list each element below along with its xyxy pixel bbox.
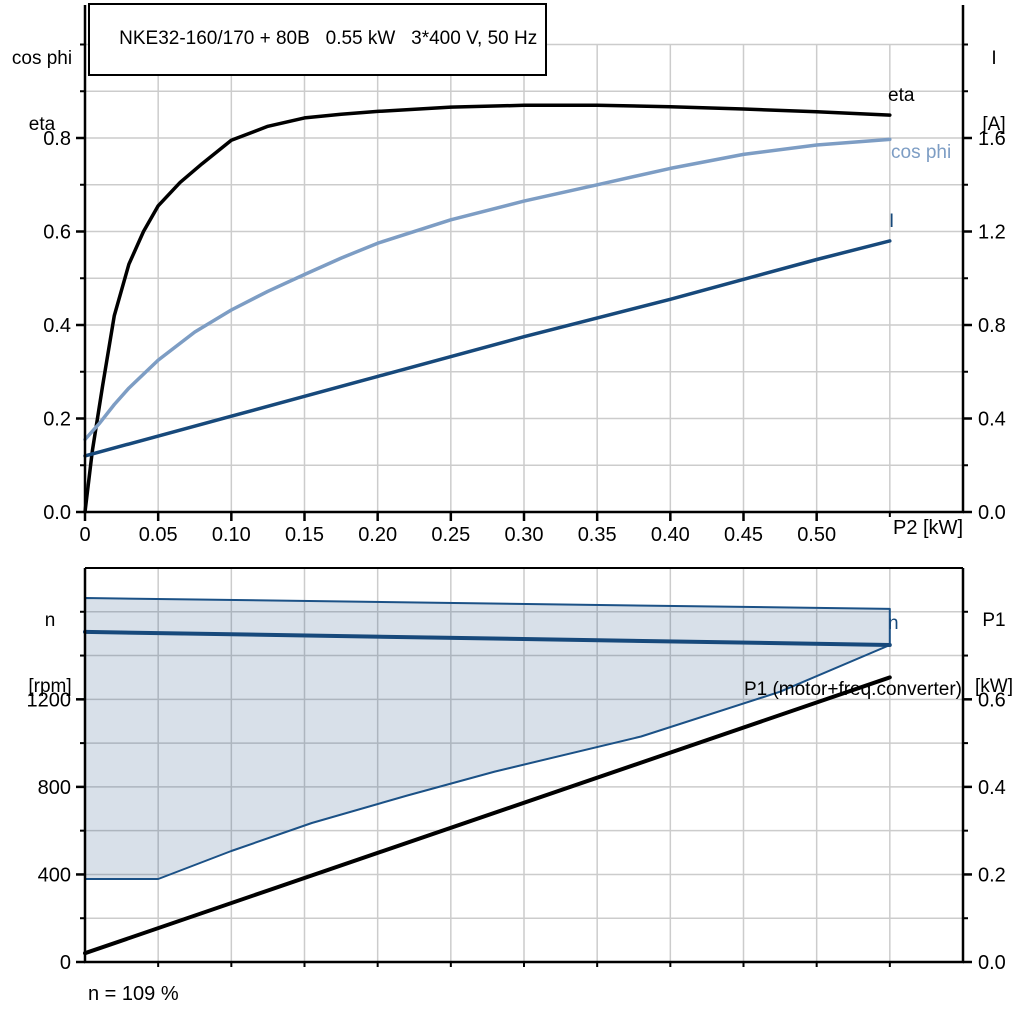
y-left-tick-label-bottom: 800 <box>38 777 71 799</box>
top-right-axis-label: I [A] <box>966 4 1022 180</box>
cos-phi-curve-label: cos phi <box>891 142 952 163</box>
p1-axis-label: P1 <box>982 610 1006 631</box>
chart-title: NKE32-160/170 + 80B 0.55 kW 3*400 V, 50 … <box>119 28 538 49</box>
curve-p1-motor-freq-converter <box>83 675 892 956</box>
current-axis-label: I <box>991 48 997 69</box>
curve-n <box>83 629 892 647</box>
y-right-tick-label-top: 1.2 <box>978 222 1006 244</box>
y-left-tick-label-top: 0.8 <box>43 128 71 150</box>
x-tick-label-top: 0.25 <box>431 524 470 546</box>
y-right-tick-label-bottom: 0.6 <box>978 689 1006 711</box>
x-tick-label-top: 0.05 <box>139 524 178 546</box>
x-tick-label-top: 0.20 <box>358 524 397 546</box>
bottom-left-axis-label: n [rpm] <box>10 566 90 742</box>
chart-title-box: NKE32-160/170 + 80B 0.55 kW 3*400 V, 50 … <box>88 3 548 76</box>
y-right-tick-label-bottom: 0.2 <box>978 864 1006 886</box>
y-left-tick-label-bottom: 0 <box>60 952 71 974</box>
y-left-tick-label-top: 0.0 <box>43 502 71 524</box>
speed-range-envelope <box>84 597 891 880</box>
y-right-tick-label-top: 1.6 <box>978 128 1006 150</box>
y-right-tick-label-bottom: 0.0 <box>978 952 1006 974</box>
current-curve-label: I <box>889 211 895 232</box>
curve-i <box>83 239 892 458</box>
curve-eta <box>83 103 892 514</box>
y-right-tick-label-top: 0.4 <box>978 409 1006 431</box>
speed-percent-footnote: n = 109 % <box>88 983 179 1005</box>
x-tick-label-top: 0.50 <box>797 524 836 546</box>
x-axis-unit-label: P2 [kW] <box>892 517 963 539</box>
cos-phi-axis-label: cos phi <box>11 48 73 69</box>
n-curve-label: n <box>888 613 899 634</box>
current-unit-label: [A] <box>982 114 1006 135</box>
y-right-tick-label-top: 0.8 <box>978 315 1006 337</box>
p1-curve-label: P1 (motor+freq.converter) <box>743 679 962 700</box>
x-tick-label-top: 0 <box>79 524 90 546</box>
y-left-tick-label-top: 0.4 <box>43 315 71 337</box>
curve-cos-phi <box>83 137 892 442</box>
y-left-tick-label-top: 0.2 <box>43 409 71 431</box>
x-tick-label-top: 0.40 <box>651 524 690 546</box>
eta-curve-label: eta <box>888 85 915 106</box>
x-tick-label-top: 0.30 <box>505 524 544 546</box>
y-right-tick-label-top: 0.0 <box>978 502 1006 524</box>
y-right-tick-label-bottom: 0.4 <box>978 777 1006 799</box>
x-tick-label-top: 0.45 <box>724 524 763 546</box>
x-tick-label-top: 0.15 <box>285 524 324 546</box>
eta-axis-label: eta <box>28 114 56 135</box>
x-tick-label-top: 0.35 <box>578 524 617 546</box>
y-left-tick-label-bottom: 1200 <box>27 689 72 711</box>
top-left-axis-label: cos phi eta <box>2 4 82 180</box>
y-left-tick-label-top: 0.6 <box>43 222 71 244</box>
y-left-tick-label-bottom: 400 <box>38 864 71 886</box>
speed-axis-label: n <box>44 610 56 631</box>
speed-unit-label: [rpm] <box>28 676 72 697</box>
p1-unit-label: [kW] <box>975 676 1013 697</box>
bottom-right-axis-label: P1 [kW] <box>966 566 1022 742</box>
x-tick-label-top: 0.10 <box>212 524 251 546</box>
